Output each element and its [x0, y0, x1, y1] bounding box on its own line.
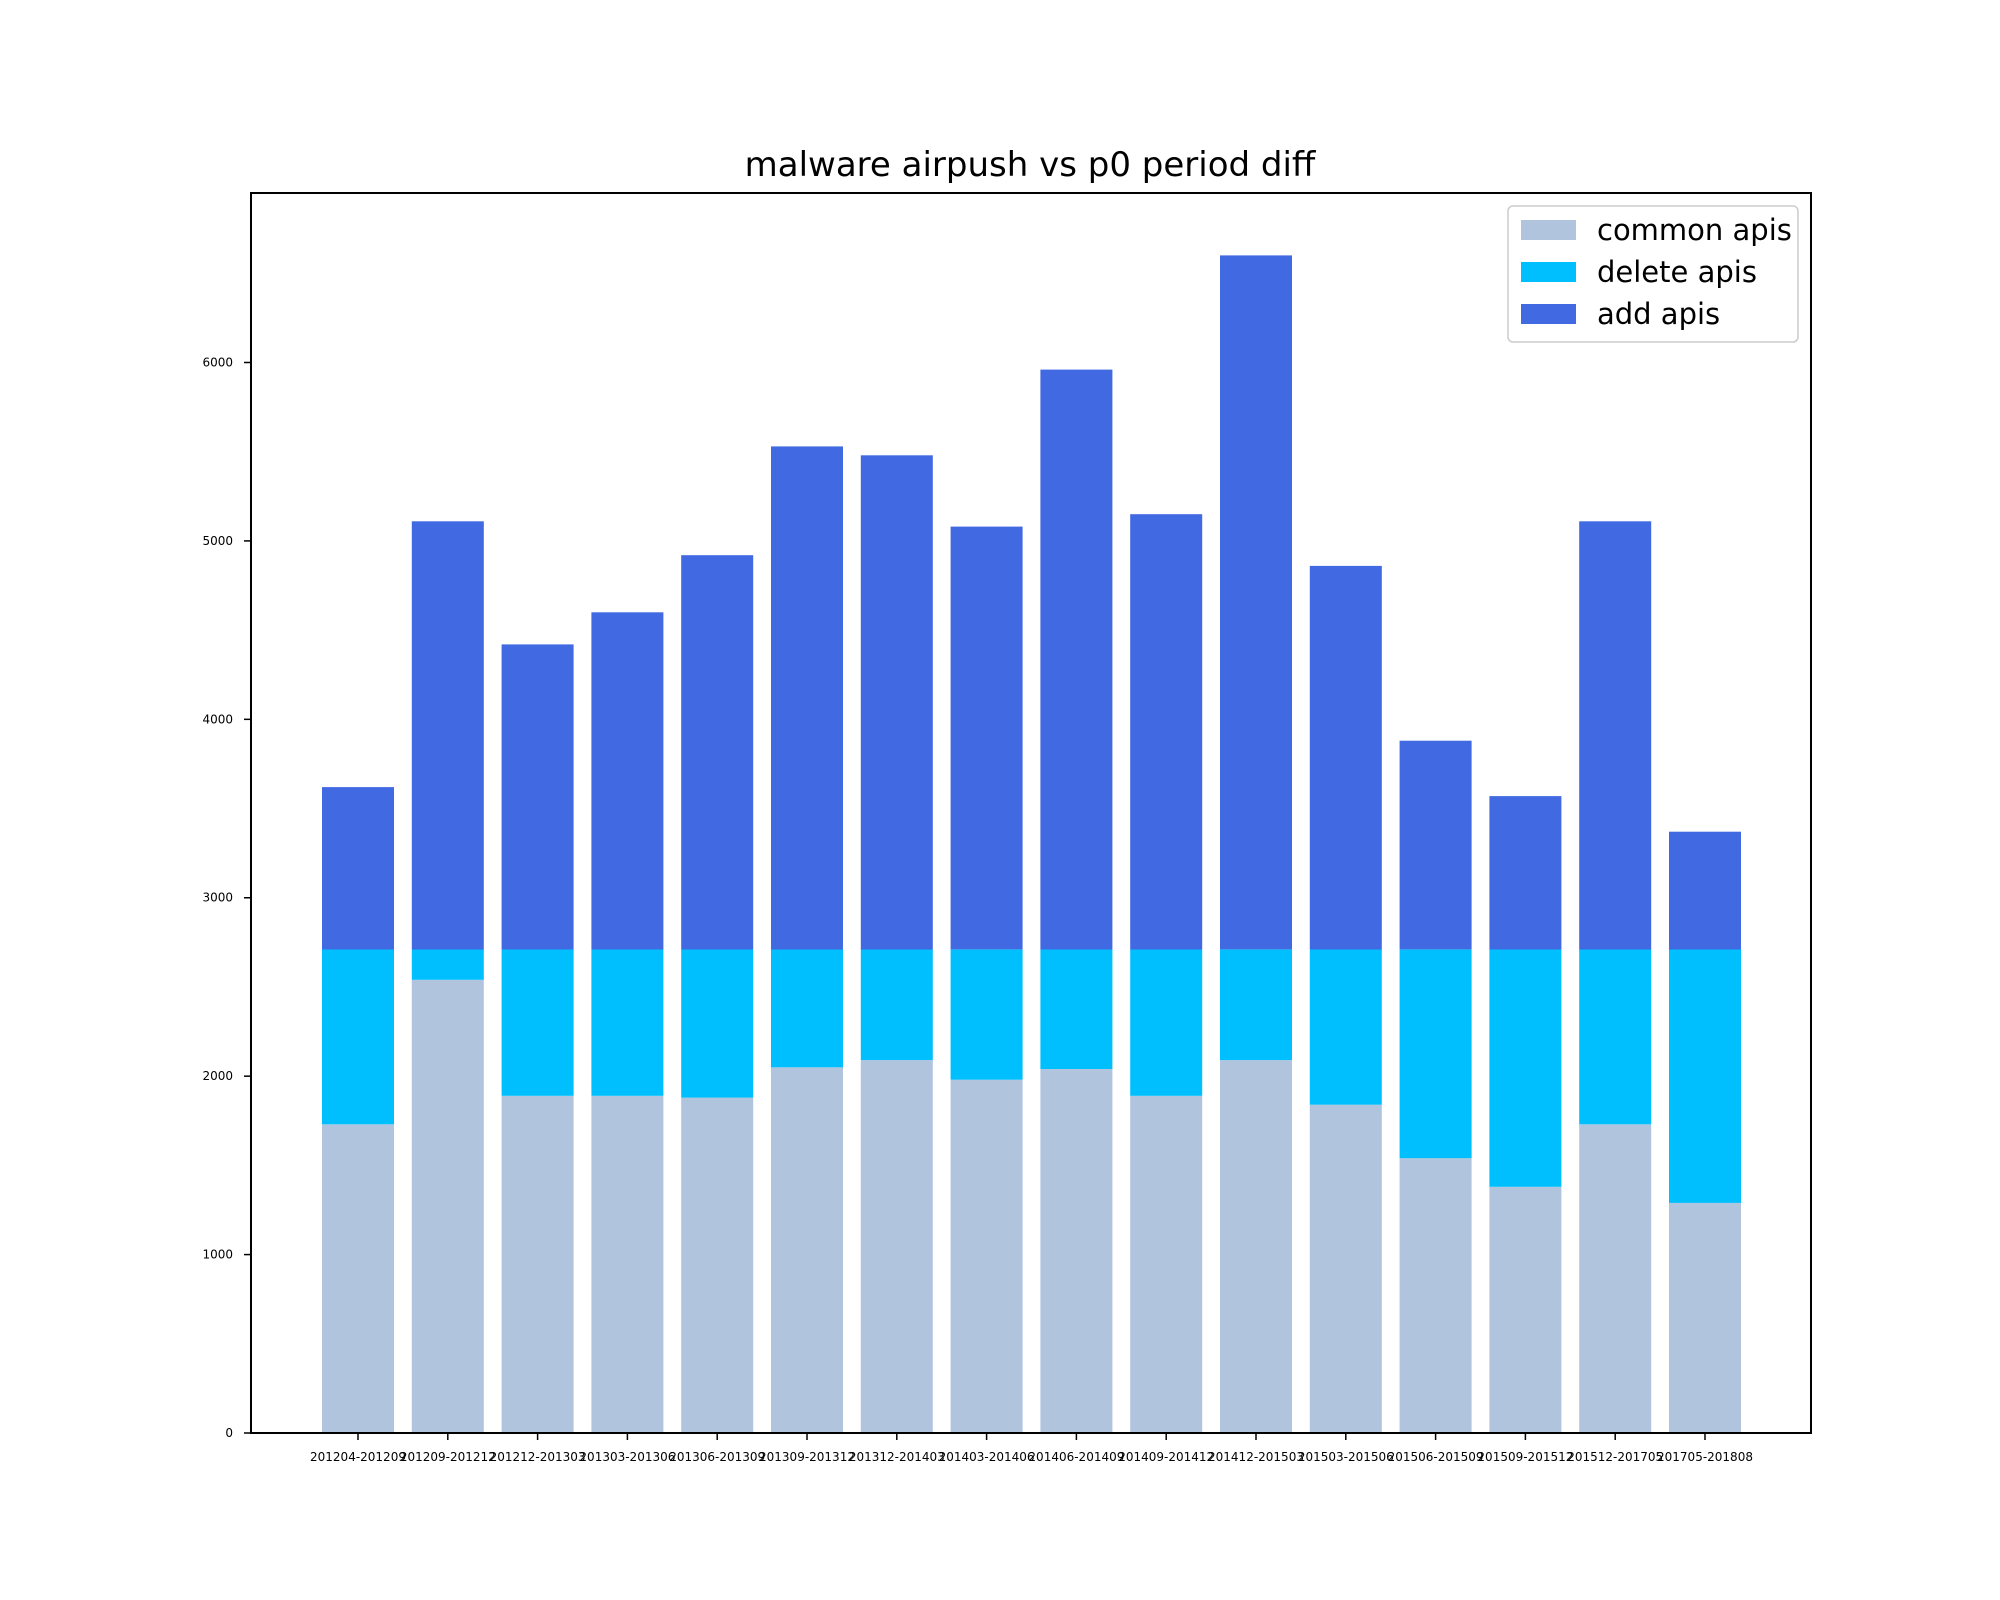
bar-delete-apis-0 — [322, 949, 394, 1125]
bar-add-apis-3 — [591, 612, 664, 950]
bar-add-apis-10 — [1220, 255, 1292, 950]
legend-swatch-common-apis — [1521, 220, 1576, 240]
bar-add-apis-15 — [1669, 831, 1741, 950]
bar-common-apis-15 — [1669, 1202, 1741, 1433]
legend-label-add-apis: add apis — [1597, 297, 1720, 331]
bar-delete-apis-13 — [1489, 949, 1562, 1187]
bar-common-apis-3 — [591, 1095, 664, 1433]
bar-delete-apis-14 — [1579, 949, 1652, 1125]
bar-add-apis-7 — [950, 526, 1023, 950]
x-tick-label: 201509-201512 — [1477, 1450, 1573, 1464]
y-tick-label: 3000 — [202, 891, 233, 905]
y-tick-label: 1000 — [202, 1248, 233, 1262]
axes-layer: 0100020003000400050006000201204-20120920… — [202, 355, 1753, 1464]
bar-delete-apis-1 — [411, 949, 484, 980]
bar-delete-apis-8 — [1040, 949, 1113, 1069]
bar-common-apis-9 — [1130, 1095, 1203, 1433]
bar-add-apis-9 — [1130, 514, 1203, 950]
x-tick-label: 201209-201212 — [400, 1450, 496, 1464]
bar-delete-apis-3 — [591, 949, 664, 1096]
bar-add-apis-5 — [771, 446, 843, 950]
bar-common-apis-6 — [860, 1060, 933, 1433]
x-tick-label: 201412-201503 — [1208, 1450, 1304, 1464]
bar-common-apis-7 — [950, 1079, 1023, 1433]
x-tick-label: 201306-201309 — [669, 1450, 765, 1464]
bar-common-apis-0 — [322, 1124, 394, 1433]
bar-common-apis-1 — [411, 979, 484, 1433]
bar-delete-apis-10 — [1220, 949, 1292, 1061]
x-tick-label: 201309-201312 — [759, 1450, 855, 1464]
bar-add-apis-14 — [1579, 521, 1652, 950]
bar-common-apis-5 — [771, 1067, 843, 1433]
bar-delete-apis-11 — [1309, 949, 1382, 1105]
bars-layer — [322, 255, 1741, 1433]
bar-delete-apis-6 — [860, 949, 933, 1061]
bar-delete-apis-5 — [771, 949, 843, 1068]
bar-common-apis-12 — [1399, 1158, 1472, 1433]
bar-add-apis-8 — [1040, 369, 1113, 950]
y-tick-label: 5000 — [202, 534, 233, 548]
bar-delete-apis-2 — [501, 949, 574, 1096]
x-tick-label: 201204-201209 — [310, 1450, 406, 1464]
bar-delete-apis-9 — [1130, 949, 1203, 1096]
bar-delete-apis-15 — [1669, 949, 1741, 1203]
bar-delete-apis-7 — [950, 949, 1023, 1080]
legend-label-common-apis: common apis — [1597, 213, 1792, 247]
bar-common-apis-11 — [1309, 1104, 1382, 1433]
legend: common apis delete apis add apis — [1507, 205, 1799, 343]
bar-add-apis-12 — [1399, 740, 1472, 950]
bar-add-apis-11 — [1309, 565, 1382, 950]
bar-common-apis-2 — [501, 1095, 574, 1433]
bar-common-apis-13 — [1489, 1186, 1562, 1433]
bar-add-apis-4 — [681, 555, 754, 950]
x-tick-label: 201512-201705 — [1567, 1450, 1663, 1464]
bar-delete-apis-4 — [681, 949, 754, 1098]
y-tick-label: 4000 — [202, 712, 233, 726]
bar-add-apis-0 — [322, 787, 394, 950]
bar-common-apis-4 — [681, 1097, 754, 1433]
bar-common-apis-10 — [1220, 1060, 1292, 1433]
x-tick-label: 201409-201412 — [1118, 1450, 1214, 1464]
x-tick-label: 201403-201406 — [939, 1450, 1035, 1464]
legend-box — [1507, 205, 1799, 343]
x-tick-label: 201303-201306 — [579, 1450, 675, 1464]
bar-add-apis-6 — [860, 455, 933, 950]
bar-add-apis-1 — [411, 521, 484, 950]
y-tick-label: 0 — [225, 1426, 233, 1440]
chart-title: malware airpush vs p0 period diff — [745, 145, 1317, 185]
bar-add-apis-2 — [501, 644, 574, 950]
plot-frame — [250, 192, 1812, 1434]
y-tick-label: 2000 — [202, 1069, 233, 1083]
x-tick-label: 201312-201403 — [849, 1450, 945, 1464]
x-tick-label: 201406-201409 — [1028, 1450, 1124, 1464]
x-tick-label: 201506-201509 — [1388, 1450, 1484, 1464]
y-tick-label: 6000 — [202, 355, 233, 369]
x-tick-label: 201503-201506 — [1298, 1450, 1394, 1464]
x-tick-label: 201705-201808 — [1657, 1450, 1753, 1464]
bar-common-apis-14 — [1579, 1124, 1652, 1433]
bar-add-apis-13 — [1489, 796, 1562, 950]
bar-common-apis-8 — [1040, 1069, 1113, 1433]
x-tick-label: 201212-201303 — [490, 1450, 586, 1464]
legend-swatch-delete-apis — [1521, 262, 1576, 282]
bar-delete-apis-12 — [1399, 949, 1472, 1159]
legend-label-delete-apis: delete apis — [1597, 255, 1757, 289]
legend-swatch-add-apis — [1521, 304, 1576, 324]
